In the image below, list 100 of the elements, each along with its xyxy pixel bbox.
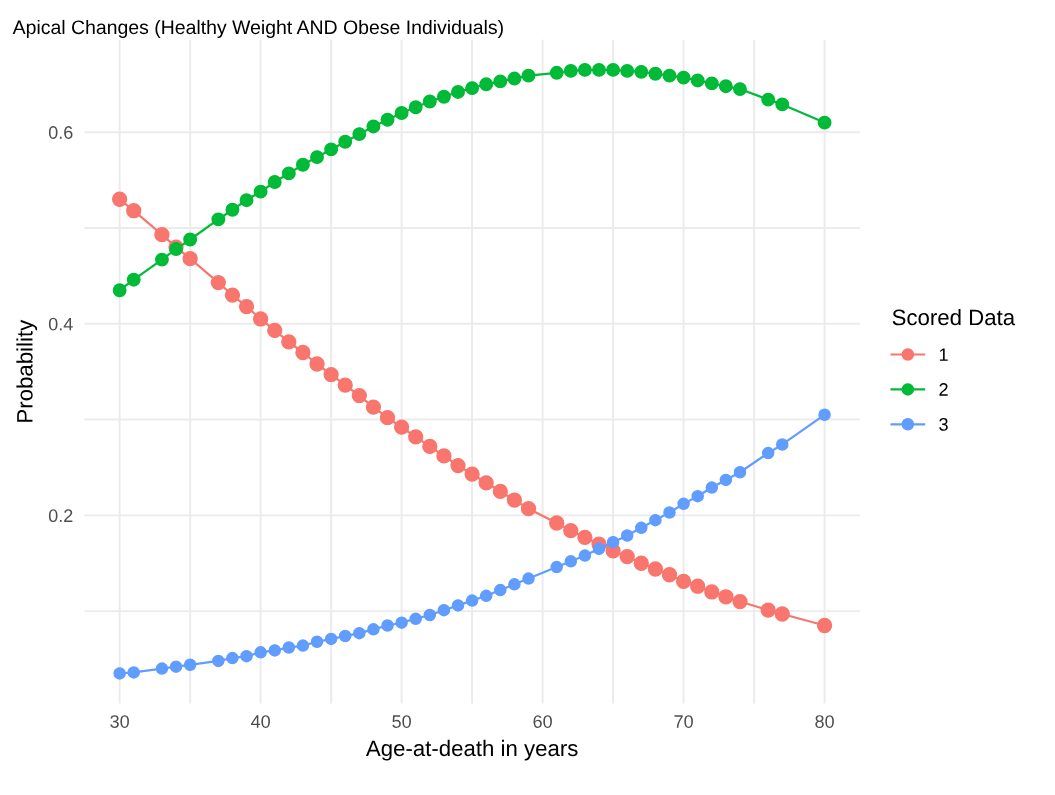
- point: [549, 515, 565, 531]
- point: [563, 523, 579, 539]
- point: [507, 71, 522, 86]
- point: [690, 578, 706, 594]
- y-axis-title: Probability: [16, 319, 38, 422]
- point: [450, 457, 466, 474]
- point: [281, 334, 297, 350]
- point: [648, 66, 663, 81]
- point: [776, 438, 789, 451]
- point: [365, 399, 382, 415]
- point: [690, 73, 705, 88]
- point: [705, 481, 719, 494]
- point: [155, 662, 169, 675]
- point: [423, 608, 437, 622]
- point: [154, 252, 169, 267]
- point: [240, 649, 253, 663]
- point: [577, 62, 592, 77]
- point: [379, 410, 396, 426]
- x-tick-label: 40: [251, 715, 270, 728]
- point: [761, 92, 776, 107]
- point: [620, 63, 635, 78]
- point: [719, 473, 733, 487]
- x-tick-label: 30: [110, 715, 129, 728]
- point: [380, 112, 395, 127]
- point: [662, 68, 677, 83]
- point: [506, 492, 523, 508]
- x-tick-label: 60: [533, 715, 552, 728]
- point: [775, 97, 790, 112]
- point: [578, 549, 592, 562]
- point: [267, 175, 282, 189]
- point: [479, 589, 493, 603]
- point: [127, 666, 140, 679]
- point: [366, 119, 381, 134]
- chart-title: Apical Changes (Healthy Weight AND Obese Individuals): [12, 19, 503, 38]
- point: [465, 594, 479, 607]
- point: [818, 408, 831, 422]
- point: [479, 77, 494, 92]
- point: [212, 654, 225, 668]
- point: [464, 466, 480, 482]
- point: [760, 602, 776, 618]
- point: [409, 612, 422, 626]
- point: [282, 641, 296, 654]
- point: [126, 272, 141, 287]
- point: [113, 667, 126, 680]
- point: [126, 203, 142, 219]
- point: [394, 106, 409, 120]
- point: [508, 578, 521, 591]
- point: [296, 639, 310, 652]
- point: [774, 606, 790, 622]
- point: [816, 617, 833, 634]
- point: [310, 635, 324, 649]
- point: [367, 623, 380, 636]
- point: [295, 157, 310, 172]
- point: [268, 644, 281, 657]
- point: [337, 377, 353, 393]
- point: [210, 274, 226, 291]
- point: [381, 619, 394, 632]
- point: [408, 429, 424, 445]
- point: [620, 529, 634, 542]
- point: [606, 535, 620, 549]
- y-tick-label: 0.2: [48, 509, 73, 523]
- point: [295, 344, 311, 361]
- point: [635, 521, 648, 535]
- point: [225, 202, 240, 217]
- point: [422, 438, 438, 455]
- point: [393, 419, 410, 435]
- point: [564, 555, 578, 568]
- point: [395, 616, 408, 629]
- point: [633, 555, 649, 571]
- point: [592, 62, 606, 77]
- point: [522, 572, 535, 585]
- point: [182, 250, 198, 267]
- point: [663, 506, 676, 519]
- point: [661, 567, 678, 583]
- legend-label: 2: [939, 383, 948, 396]
- point: [169, 660, 183, 673]
- point: [494, 583, 507, 597]
- point: [691, 489, 704, 503]
- point: [761, 446, 775, 460]
- legend-label: 3: [939, 418, 948, 431]
- point: [253, 184, 268, 199]
- point: [550, 560, 563, 574]
- point: [634, 64, 649, 79]
- point: [310, 150, 324, 165]
- point: [817, 115, 832, 130]
- y-tick-label: 0.6: [48, 126, 73, 139]
- point: [675, 573, 692, 590]
- point: [408, 100, 423, 115]
- point: [338, 629, 352, 643]
- point: [436, 89, 451, 104]
- point: [619, 548, 635, 565]
- point: [324, 632, 338, 646]
- point: [718, 589, 734, 605]
- point: [338, 134, 353, 149]
- point: [676, 70, 691, 85]
- point: [154, 227, 170, 243]
- point: [351, 387, 367, 404]
- point: [647, 561, 664, 577]
- point: [733, 465, 747, 479]
- point: [492, 483, 508, 500]
